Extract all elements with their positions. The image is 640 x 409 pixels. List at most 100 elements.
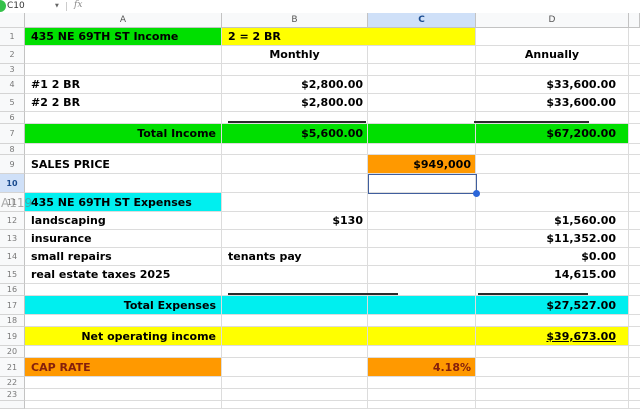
row-header-8[interactable]: 8 bbox=[0, 144, 25, 155]
cell-c14[interactable] bbox=[368, 248, 476, 266]
cell-a15[interactable]: real estate taxes 2025 bbox=[25, 266, 222, 284]
cell-b7[interactable]: $5,600.00 bbox=[222, 124, 368, 144]
cell-d13[interactable]: $11,352.00 bbox=[476, 230, 629, 248]
cell-e19[interactable] bbox=[629, 327, 640, 346]
cell-a1[interactable]: 435 NE 69TH ST Income bbox=[25, 28, 222, 46]
cell-d15[interactable]: 14,615.00 bbox=[476, 266, 629, 284]
cell-e17[interactable] bbox=[629, 296, 640, 315]
cell-b17[interactable] bbox=[222, 296, 368, 315]
cell-b11[interactable] bbox=[222, 193, 368, 212]
cell-d21[interactable] bbox=[476, 358, 629, 377]
row-header-16[interactable]: 16 bbox=[0, 284, 25, 296]
cell-b24[interactable] bbox=[222, 401, 368, 409]
column-header-b[interactable]: B bbox=[222, 13, 368, 28]
cell-d22[interactable] bbox=[476, 377, 629, 389]
cell-d17[interactable]: $27,527.00 bbox=[476, 296, 629, 315]
row-header-2[interactable]: 2 bbox=[0, 46, 25, 64]
row-header-5[interactable]: 5 bbox=[0, 94, 25, 112]
cell-b21[interactable] bbox=[222, 358, 368, 377]
row-header-1[interactable]: 1 bbox=[0, 28, 25, 46]
cell-e11[interactable] bbox=[629, 193, 640, 212]
row-header-12[interactable]: 12 bbox=[0, 212, 25, 230]
cell-c22[interactable] bbox=[368, 377, 476, 389]
cell-e20[interactable] bbox=[629, 346, 640, 358]
row-header-10[interactable]: 10 bbox=[0, 174, 25, 193]
cell-a18[interactable] bbox=[25, 315, 222, 327]
cell-c13[interactable] bbox=[368, 230, 476, 248]
cell-e1[interactable] bbox=[629, 28, 640, 46]
cell-a14[interactable]: small repairs bbox=[25, 248, 222, 266]
cell-d12[interactable]: $1,560.00 bbox=[476, 212, 629, 230]
row-header-11[interactable]: 11 bbox=[0, 193, 25, 212]
name-box-dropdown-icon[interactable]: ▼ bbox=[55, 3, 59, 9]
cell-d14[interactable]: $0.00 bbox=[476, 248, 629, 266]
name-box[interactable]: C10 bbox=[7, 1, 25, 11]
cell-c18[interactable] bbox=[368, 315, 476, 327]
cell-d3[interactable] bbox=[476, 64, 629, 76]
cell-a12[interactable]: landscaping bbox=[25, 212, 222, 230]
row-header-13[interactable]: 13 bbox=[0, 230, 25, 248]
row-header-9[interactable]: 9 bbox=[0, 155, 25, 174]
cell-e14[interactable] bbox=[629, 248, 640, 266]
cell-e15[interactable] bbox=[629, 266, 640, 284]
column-header-c[interactable]: C bbox=[368, 13, 476, 28]
row-header-21[interactable]: 21 bbox=[0, 358, 25, 377]
column-header-e-sliver[interactable] bbox=[629, 13, 640, 28]
row-header-20[interactable]: 20 bbox=[0, 346, 25, 358]
cell-a23[interactable] bbox=[25, 389, 222, 401]
cell-b22[interactable] bbox=[222, 377, 368, 389]
cell-b20[interactable] bbox=[222, 346, 368, 358]
select-all-corner[interactable] bbox=[0, 13, 25, 28]
cell-e12[interactable] bbox=[629, 212, 640, 230]
cell-d19[interactable]: $39,673.00 bbox=[476, 327, 629, 346]
cell-c23[interactable] bbox=[368, 389, 476, 401]
cell-c24[interactable] bbox=[368, 401, 476, 409]
cell-a13[interactable]: insurance bbox=[25, 230, 222, 248]
cell-a24[interactable] bbox=[25, 401, 222, 409]
cell-d9[interactable] bbox=[476, 155, 629, 174]
cell-e4[interactable] bbox=[629, 76, 640, 94]
cell-b15[interactable] bbox=[222, 266, 368, 284]
cell-e16[interactable] bbox=[629, 284, 640, 296]
cell-a7[interactable]: Total Income bbox=[25, 124, 222, 144]
cell-c17[interactable] bbox=[368, 296, 476, 315]
cell-d20[interactable] bbox=[476, 346, 629, 358]
cell-d10[interactable] bbox=[476, 174, 629, 193]
cell-c12[interactable] bbox=[368, 212, 476, 230]
row-header-6[interactable]: 6 bbox=[0, 112, 25, 124]
cell-e7[interactable] bbox=[629, 124, 640, 144]
row-header-19[interactable]: 19 bbox=[0, 327, 25, 346]
cell-d11[interactable] bbox=[476, 193, 629, 212]
cell-e9[interactable] bbox=[629, 155, 640, 174]
cell-a5[interactable]: #2 2 BR bbox=[25, 94, 222, 112]
cell-d5[interactable]: $33,600.00 bbox=[476, 94, 629, 112]
cell-b5[interactable]: $2,800.00 bbox=[222, 94, 368, 112]
cell-c9[interactable]: $949,000 bbox=[368, 155, 476, 174]
cell-c19[interactable] bbox=[368, 327, 476, 346]
cell-b14[interactable]: tenants pay bbox=[222, 248, 368, 266]
cell-a4[interactable]: #1 2 BR bbox=[25, 76, 222, 94]
cell-c6[interactable] bbox=[368, 112, 476, 124]
row-header-14[interactable]: 14 bbox=[0, 248, 25, 266]
cell-b9[interactable] bbox=[222, 155, 368, 174]
row-header-22[interactable]: 22 bbox=[0, 377, 25, 389]
cell-c10-active[interactable] bbox=[368, 174, 476, 193]
cell-c2[interactable] bbox=[368, 46, 476, 64]
cell-c5[interactable] bbox=[368, 94, 476, 112]
cell-d4[interactable]: $33,600.00 bbox=[476, 76, 629, 94]
cell-c4[interactable] bbox=[368, 76, 476, 94]
cell-d23[interactable] bbox=[476, 389, 629, 401]
row-header-7[interactable]: 7 bbox=[0, 124, 25, 144]
row-header-17[interactable]: 17 bbox=[0, 296, 25, 315]
cell-c15[interactable] bbox=[368, 266, 476, 284]
cell-b23[interactable] bbox=[222, 389, 368, 401]
cell-b12[interactable]: $130 bbox=[222, 212, 368, 230]
cell-a8[interactable] bbox=[25, 144, 222, 155]
cell-e22[interactable] bbox=[629, 377, 640, 389]
row-header-24[interactable] bbox=[0, 401, 25, 409]
cell-a21[interactable]: CAP RATE bbox=[25, 358, 222, 377]
cell-e24[interactable] bbox=[629, 401, 640, 409]
cell-c7[interactable] bbox=[368, 124, 476, 144]
cell-e23[interactable] bbox=[629, 389, 640, 401]
cell-d24[interactable] bbox=[476, 401, 629, 409]
